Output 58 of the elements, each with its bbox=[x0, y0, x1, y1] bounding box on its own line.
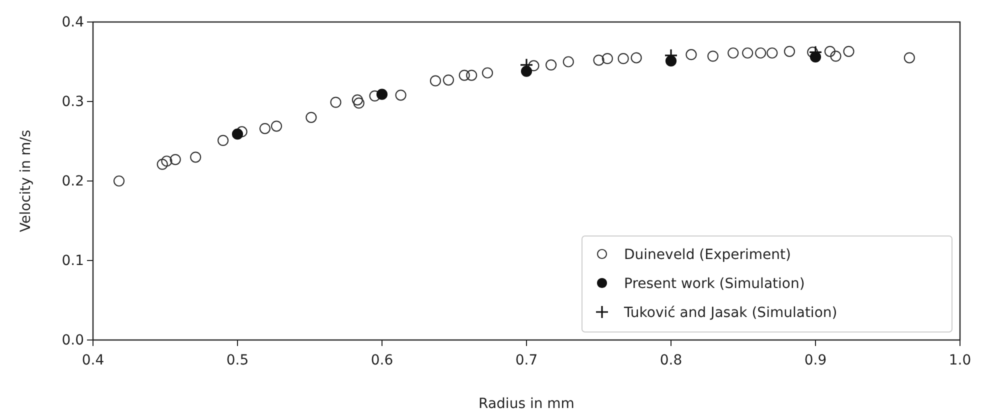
point bbox=[190, 152, 202, 163]
point bbox=[458, 70, 470, 81]
point bbox=[156, 158, 168, 170]
point bbox=[843, 46, 854, 57]
point bbox=[442, 74, 454, 86]
point bbox=[353, 98, 364, 109]
y-tick-label: 0.0 bbox=[62, 332, 84, 348]
y-tick-label: 0.1 bbox=[62, 252, 84, 269]
point bbox=[430, 75, 442, 86]
point bbox=[728, 47, 739, 59]
legend-label: Tuković and Jasak (Simulation) bbox=[623, 305, 838, 321]
x-tick-label: 0.6 bbox=[370, 352, 394, 368]
x-tick-label: 1.0 bbox=[948, 352, 972, 368]
point bbox=[707, 50, 718, 62]
point bbox=[807, 46, 818, 58]
point bbox=[824, 46, 836, 57]
point bbox=[686, 49, 697, 60]
point bbox=[618, 53, 629, 64]
point bbox=[602, 53, 613, 64]
x-tick-label: 0.5 bbox=[226, 352, 249, 368]
x-axis-title: Radius in mm bbox=[478, 396, 574, 412]
point bbox=[236, 126, 248, 138]
legend-label: Present work (Simulation) bbox=[624, 276, 805, 292]
point bbox=[755, 47, 766, 59]
legend-label: Duineveld (Experiment) bbox=[624, 247, 791, 263]
point bbox=[904, 52, 915, 64]
point bbox=[352, 94, 363, 106]
point bbox=[330, 96, 342, 108]
point bbox=[170, 154, 181, 166]
point bbox=[528, 60, 540, 72]
x-tick-label: 0.4 bbox=[82, 352, 104, 368]
point bbox=[270, 120, 282, 132]
point bbox=[259, 122, 271, 134]
point bbox=[113, 175, 125, 187]
point bbox=[562, 56, 574, 68]
point bbox=[766, 47, 778, 59]
point bbox=[218, 134, 229, 146]
point bbox=[376, 88, 388, 100]
point bbox=[306, 112, 317, 123]
y-axis-title: Velocity in m/s bbox=[18, 130, 34, 232]
y-tick-label: 0.2 bbox=[62, 173, 84, 190]
x-tick-label: 0.8 bbox=[660, 352, 682, 368]
y-tick-label: 0.4 bbox=[62, 14, 84, 30]
point bbox=[593, 54, 604, 66]
y-tick-label: 0.3 bbox=[62, 94, 84, 110]
point bbox=[232, 128, 244, 140]
point bbox=[161, 156, 172, 167]
point bbox=[784, 46, 796, 57]
point bbox=[830, 50, 842, 62]
point bbox=[395, 90, 406, 101]
point bbox=[369, 90, 380, 102]
x-tick-label: 0.9 bbox=[804, 352, 827, 368]
point bbox=[466, 70, 478, 81]
point bbox=[742, 47, 754, 59]
x-tick-label: 0.7 bbox=[515, 352, 538, 368]
point bbox=[546, 59, 557, 70]
point bbox=[630, 52, 642, 64]
point bbox=[482, 67, 494, 78]
